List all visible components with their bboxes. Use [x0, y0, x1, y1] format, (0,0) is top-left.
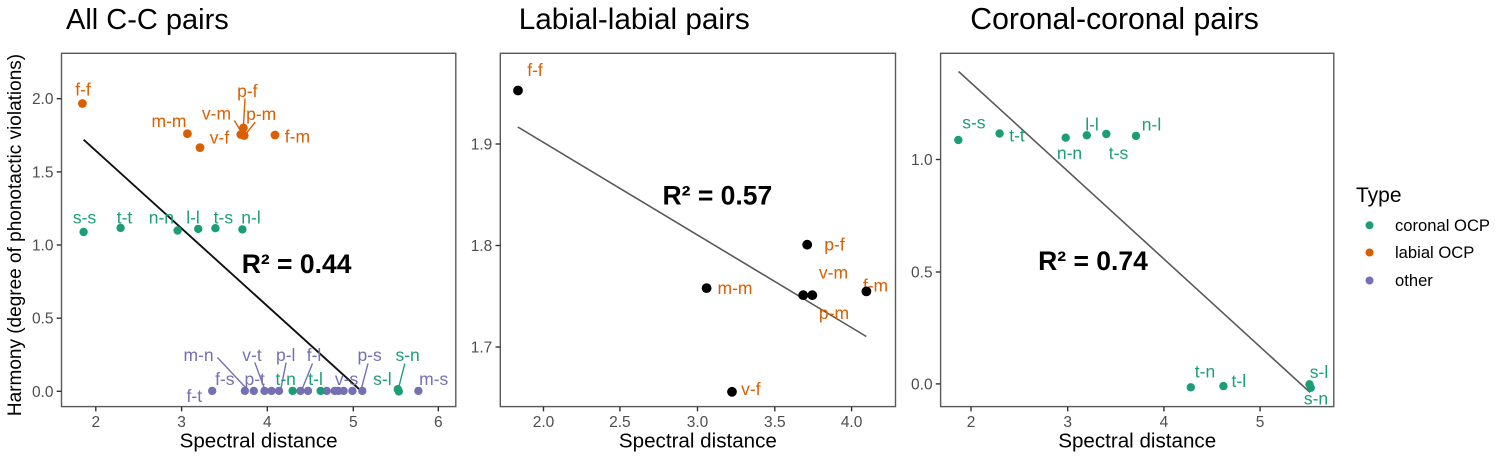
- svg-text:t-l: t-l: [308, 369, 323, 389]
- svg-text:4: 4: [1160, 414, 1169, 431]
- svg-text:1.5: 1.5: [32, 164, 54, 181]
- svg-text:m-m: m-m: [152, 111, 187, 131]
- svg-text:2: 2: [91, 414, 100, 431]
- svg-text:f-m: f-m: [285, 127, 310, 147]
- svg-text:Spectral distance: Spectral distance: [180, 430, 338, 453]
- svg-text:R² = 0.57: R² = 0.57: [663, 181, 773, 211]
- svg-text:f-s: f-s: [215, 369, 235, 389]
- svg-text:l-l: l-l: [186, 208, 200, 228]
- svg-text:m-m: m-m: [718, 278, 753, 298]
- svg-text:3: 3: [177, 414, 186, 431]
- svg-text:2: 2: [967, 414, 976, 431]
- svg-text:s-n: s-n: [395, 345, 419, 365]
- svg-text:0.0: 0.0: [911, 376, 933, 393]
- svg-text:m-n: m-n: [184, 345, 214, 365]
- svg-text:2.5: 2.5: [609, 414, 631, 431]
- svg-text:p-t: p-t: [244, 369, 265, 389]
- svg-text:f-t: f-t: [187, 386, 203, 406]
- svg-text:t-t: t-t: [117, 208, 133, 228]
- svg-text:v-t: v-t: [242, 345, 262, 365]
- svg-text:coronal OCP: coronal OCP: [1395, 216, 1490, 235]
- svg-text:f-f: f-f: [75, 80, 91, 100]
- svg-text:v-f: v-f: [741, 379, 761, 399]
- svg-text:t-t: t-t: [1009, 126, 1025, 146]
- svg-text:0.5: 0.5: [911, 265, 933, 282]
- svg-text:p-l: p-l: [276, 345, 295, 365]
- svg-text:4.0: 4.0: [841, 414, 863, 431]
- svg-text:t-n: t-n: [1195, 361, 1215, 381]
- svg-text:n-n: n-n: [1057, 143, 1082, 163]
- svg-text:3.5: 3.5: [764, 414, 786, 431]
- svg-text:v-f: v-f: [210, 128, 230, 148]
- svg-text:t-n: t-n: [275, 369, 295, 389]
- svg-text:1.0: 1.0: [911, 152, 933, 169]
- svg-text:3.0: 3.0: [687, 414, 709, 431]
- svg-text:other: other: [1395, 271, 1433, 290]
- svg-text:3: 3: [1063, 414, 1072, 431]
- svg-text:t-s: t-s: [1109, 143, 1129, 163]
- svg-text:p-f: p-f: [237, 81, 258, 101]
- svg-text:v-m: v-m: [202, 104, 231, 124]
- svg-text:labial OCP: labial OCP: [1395, 243, 1474, 262]
- svg-text:5: 5: [349, 414, 358, 431]
- svg-text:p-m: p-m: [819, 303, 849, 323]
- svg-text:6: 6: [434, 414, 443, 431]
- svg-text:5: 5: [1256, 414, 1265, 431]
- svg-text:n-l: n-l: [1142, 115, 1161, 135]
- svg-text:R² = 0.74: R² = 0.74: [1038, 246, 1148, 276]
- svg-text:2.0: 2.0: [32, 91, 54, 108]
- svg-text:2.0: 2.0: [533, 414, 555, 431]
- svg-text:m-s: m-s: [419, 369, 448, 389]
- svg-text:Coronal-coronal pairs: Coronal-coronal pairs: [970, 3, 1259, 36]
- svg-text:n-n: n-n: [149, 208, 174, 228]
- svg-text:v-s: v-s: [335, 369, 359, 389]
- svg-text:Type: Type: [1356, 184, 1402, 207]
- svg-text:t-l: t-l: [1232, 371, 1247, 391]
- svg-text:R² = 0.44: R² = 0.44: [242, 249, 352, 279]
- svg-text:s-s: s-s: [73, 208, 97, 228]
- svg-text:Spectral distance: Spectral distance: [619, 430, 777, 453]
- svg-text:1.9: 1.9: [471, 137, 493, 154]
- svg-text:t-s: t-s: [214, 208, 234, 228]
- svg-text:p-s: p-s: [357, 345, 382, 365]
- svg-text:Harmony (degree of phonotactic: Harmony (degree of phonotactic violation…: [5, 54, 26, 416]
- svg-text:n-l: n-l: [241, 208, 260, 228]
- svg-text:Spectral distance: Spectral distance: [1058, 430, 1216, 453]
- svg-text:s-n: s-n: [1304, 388, 1328, 408]
- svg-text:All C-C pairs: All C-C pairs: [66, 4, 229, 36]
- svg-text:0.5: 0.5: [32, 311, 54, 328]
- svg-text:f-f: f-f: [527, 60, 543, 80]
- svg-text:1.8: 1.8: [471, 238, 493, 255]
- svg-text:p-m: p-m: [246, 104, 276, 124]
- svg-text:l-l: l-l: [1085, 115, 1099, 135]
- svg-text:0.0: 0.0: [32, 384, 54, 401]
- svg-text:1.0: 1.0: [32, 238, 54, 255]
- svg-text:s-l: s-l: [373, 369, 391, 389]
- svg-text:Labial-labial pairs: Labial-labial pairs: [519, 3, 750, 36]
- svg-text:f-l: f-l: [307, 345, 322, 365]
- svg-text:v-m: v-m: [819, 263, 848, 283]
- svg-text:s-l: s-l: [1310, 362, 1328, 382]
- svg-text:1.7: 1.7: [471, 340, 493, 357]
- svg-text:s-s: s-s: [962, 113, 986, 133]
- svg-text:p-f: p-f: [824, 235, 845, 255]
- svg-text:4: 4: [263, 414, 272, 431]
